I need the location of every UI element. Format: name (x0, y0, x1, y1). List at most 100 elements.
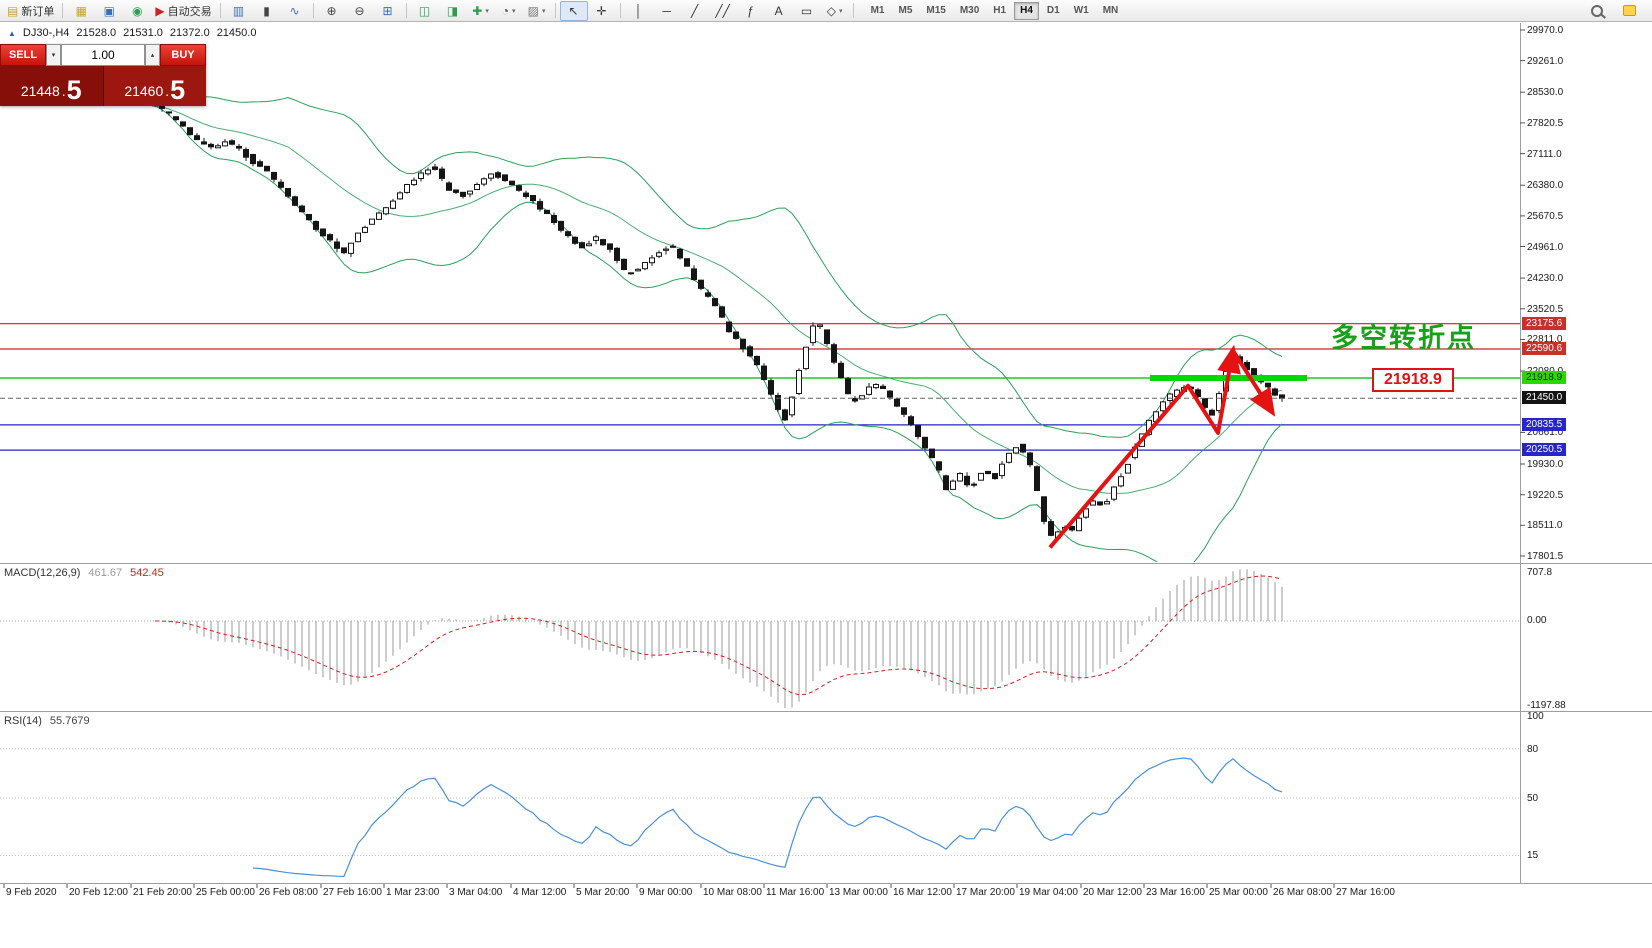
rsi-value: 55.7679 (49, 715, 90, 727)
text-button[interactable]: A (765, 1, 793, 21)
tile-windows-button[interactable]: ⊞ (374, 1, 402, 21)
time-axis-label: 27 Mar 16:00 (1336, 887, 1395, 898)
timeframe-m15-button[interactable]: M15 (926, 5, 946, 16)
chart-shift-icon: ◨ (446, 3, 459, 18)
time-axis-label: 10 Mar 08:00 (703, 887, 762, 898)
timeframe-d1-button[interactable]: D1 (1046, 5, 1060, 16)
zoom-out-button[interactable]: ⊖ (346, 1, 374, 21)
volume-decrease-button[interactable]: ▾ (46, 44, 61, 66)
data-window-icon: ▣ (103, 3, 116, 18)
time-axis-label: 19 Mar 04:00 (1019, 887, 1078, 898)
community-button[interactable] (1615, 1, 1643, 21)
time-axis-label: 20 Feb 12:00 (69, 887, 128, 898)
current-price-tag: 21450.0 (1522, 391, 1567, 404)
horizontal-line-button[interactable]: ─ (653, 1, 681, 21)
ohlc-high: 21531.0 (123, 27, 163, 39)
volume-increase-button[interactable]: ▴ (145, 44, 160, 66)
turning-point-annotation: 多空转折点 (1331, 323, 1476, 353)
candlestick-chart-button[interactable]: ▮ (253, 1, 281, 21)
new-order-icon: ▤ (7, 3, 19, 18)
templates-button[interactable]: ▨ ▾ (523, 1, 551, 21)
data-window-button[interactable]: ▣ (95, 1, 123, 21)
tile-windows-icon: ⊞ (382, 3, 393, 18)
time-axis-label: 21 Feb 20:00 (133, 887, 192, 898)
price-axis-label: 26380.0 (1527, 180, 1564, 191)
price-axis-label: 17801.5 (1527, 551, 1564, 562)
resistance-price-tag: 23175.6 (1522, 317, 1567, 330)
time-axis-label: 11 Mar 16:00 (766, 887, 825, 898)
sell-price[interactable]: 21448 . 5 (0, 66, 104, 106)
fibonacci-button[interactable]: ƒ (737, 1, 765, 21)
time-axis-label: 4 Mar 12:00 (513, 887, 567, 898)
search-button[interactable] (1583, 1, 1611, 21)
sell-price-main: 21448 (20, 83, 60, 99)
shapes-button[interactable]: ◇ ▾ (821, 1, 849, 21)
periods-button[interactable]: ◔ ▾ (495, 1, 523, 21)
templates-icon: ▨ (527, 3, 539, 18)
vertical-line-button[interactable]: │ (625, 1, 653, 21)
toolbar: ▤ 新订单 ▦ ▣ ◉ ▶ 自动交易 ▥ ▮ ∿ ⊕ ⊖ ⊞ ◫ ◨ ✚ ▾ ◔ ▾ ▨ ▾ ↖ ✛ │ ─ ╱ ╱╱ ƒ A ▭ ◇ ▾ M… (0, 0, 1652, 22)
autotrading-button[interactable]: ▶ 自动交易 (151, 1, 215, 21)
terminal-icon: ◉ (132, 3, 143, 18)
periods-icon: ◔ (501, 3, 509, 18)
timeframe-h4-button[interactable]: H4 (1014, 1, 1039, 20)
sell-button[interactable]: SELL (0, 44, 46, 66)
arrange-charts-button[interactable]: ◫ (411, 1, 439, 21)
zoom-in-button[interactable]: ⊕ (318, 1, 346, 21)
search-icon (1591, 4, 1603, 17)
timeframe-w1-button[interactable]: W1 (1073, 5, 1089, 16)
timeframe-h1-button[interactable]: H1 (993, 5, 1007, 16)
toolbar-separator (405, 3, 407, 18)
trendline-button[interactable]: ╱ (681, 1, 709, 21)
macd-value: 461.67 (88, 567, 123, 579)
autotrading-label: 自动交易 (167, 5, 212, 18)
crosshair-button[interactable]: ✛ (588, 1, 616, 21)
line-chart-icon: ∿ (289, 3, 300, 18)
volume-input[interactable] (61, 44, 145, 66)
toolbar-separator (62, 3, 64, 18)
market-watch-button[interactable]: ▦ (67, 1, 95, 21)
buy-price-pip: 5 (170, 75, 186, 106)
macd-axis-label: -1197.88 (1527, 700, 1566, 711)
time-axis-label: 9 Mar 00:00 (639, 887, 693, 898)
price-axis[interactable]: 29970.0 29261.0 28530.0 27820.5 27111.0 26380… (1521, 0, 1652, 948)
indicators-button[interactable]: ✚ ▾ (467, 1, 495, 21)
buy-price[interactable]: 21460 . 5 (103, 66, 206, 106)
price-axis-label: 23520.5 (1527, 304, 1564, 315)
new-order-button[interactable]: ▤ 新订单 (3, 1, 58, 21)
zoom-out-icon: ⊖ (354, 3, 365, 18)
time-axis[interactable]: 9 Feb 2020 20 Feb 12:00 21 Feb 20:00 25 Feb… (0, 884, 1520, 900)
market-watch-icon: ▦ (75, 3, 88, 18)
time-axis-label: 16 Mar 12:00 (893, 887, 952, 898)
trendline-icon: ╱ (690, 3, 699, 18)
time-axis-label: 20 Mar 12:00 (1083, 887, 1142, 898)
horizontal-line-icon: ─ (662, 3, 671, 18)
ohlc-open: 21528.0 (76, 27, 117, 39)
indicators-icon: ✚ (472, 3, 483, 18)
price-axis-label: 19930.0 (1527, 459, 1564, 470)
vertical-line-icon: │ (634, 3, 643, 18)
macd-axis-label: 707.8 (1527, 567, 1553, 578)
buy-price-main: 21460 (124, 83, 164, 99)
bar-chart-button[interactable]: ▥ (225, 1, 253, 21)
timeframe-mn-button[interactable]: MN (1102, 5, 1119, 16)
time-axis-label: 26 Feb 08:00 (259, 887, 318, 898)
price-axis-label: 18511.0 (1527, 520, 1563, 531)
chart-shift-button[interactable]: ◨ (439, 1, 467, 21)
terminal-button[interactable]: ◉ (123, 1, 151, 21)
community-icon (1622, 5, 1636, 16)
timeframe-m30-button[interactable]: M30 (959, 5, 980, 16)
buy-button[interactable]: BUY (160, 44, 206, 66)
new-order-label: 新订单 (21, 5, 55, 18)
timeframe-m5-button[interactable]: M5 (898, 5, 913, 16)
cursor-button[interactable]: ↖ (559, 0, 588, 21)
timeframe-m1-button[interactable]: M1 (870, 5, 885, 16)
time-axis-label: 3 Mar 04:00 (449, 887, 503, 898)
line-chart-button[interactable]: ∿ (281, 1, 309, 21)
channel-button[interactable]: ╱╱ (709, 1, 737, 21)
shapes-icon: ◇ (826, 3, 836, 18)
label-button[interactable]: ▭ (793, 1, 821, 21)
rsi-name: RSI(14) (4, 715, 42, 727)
